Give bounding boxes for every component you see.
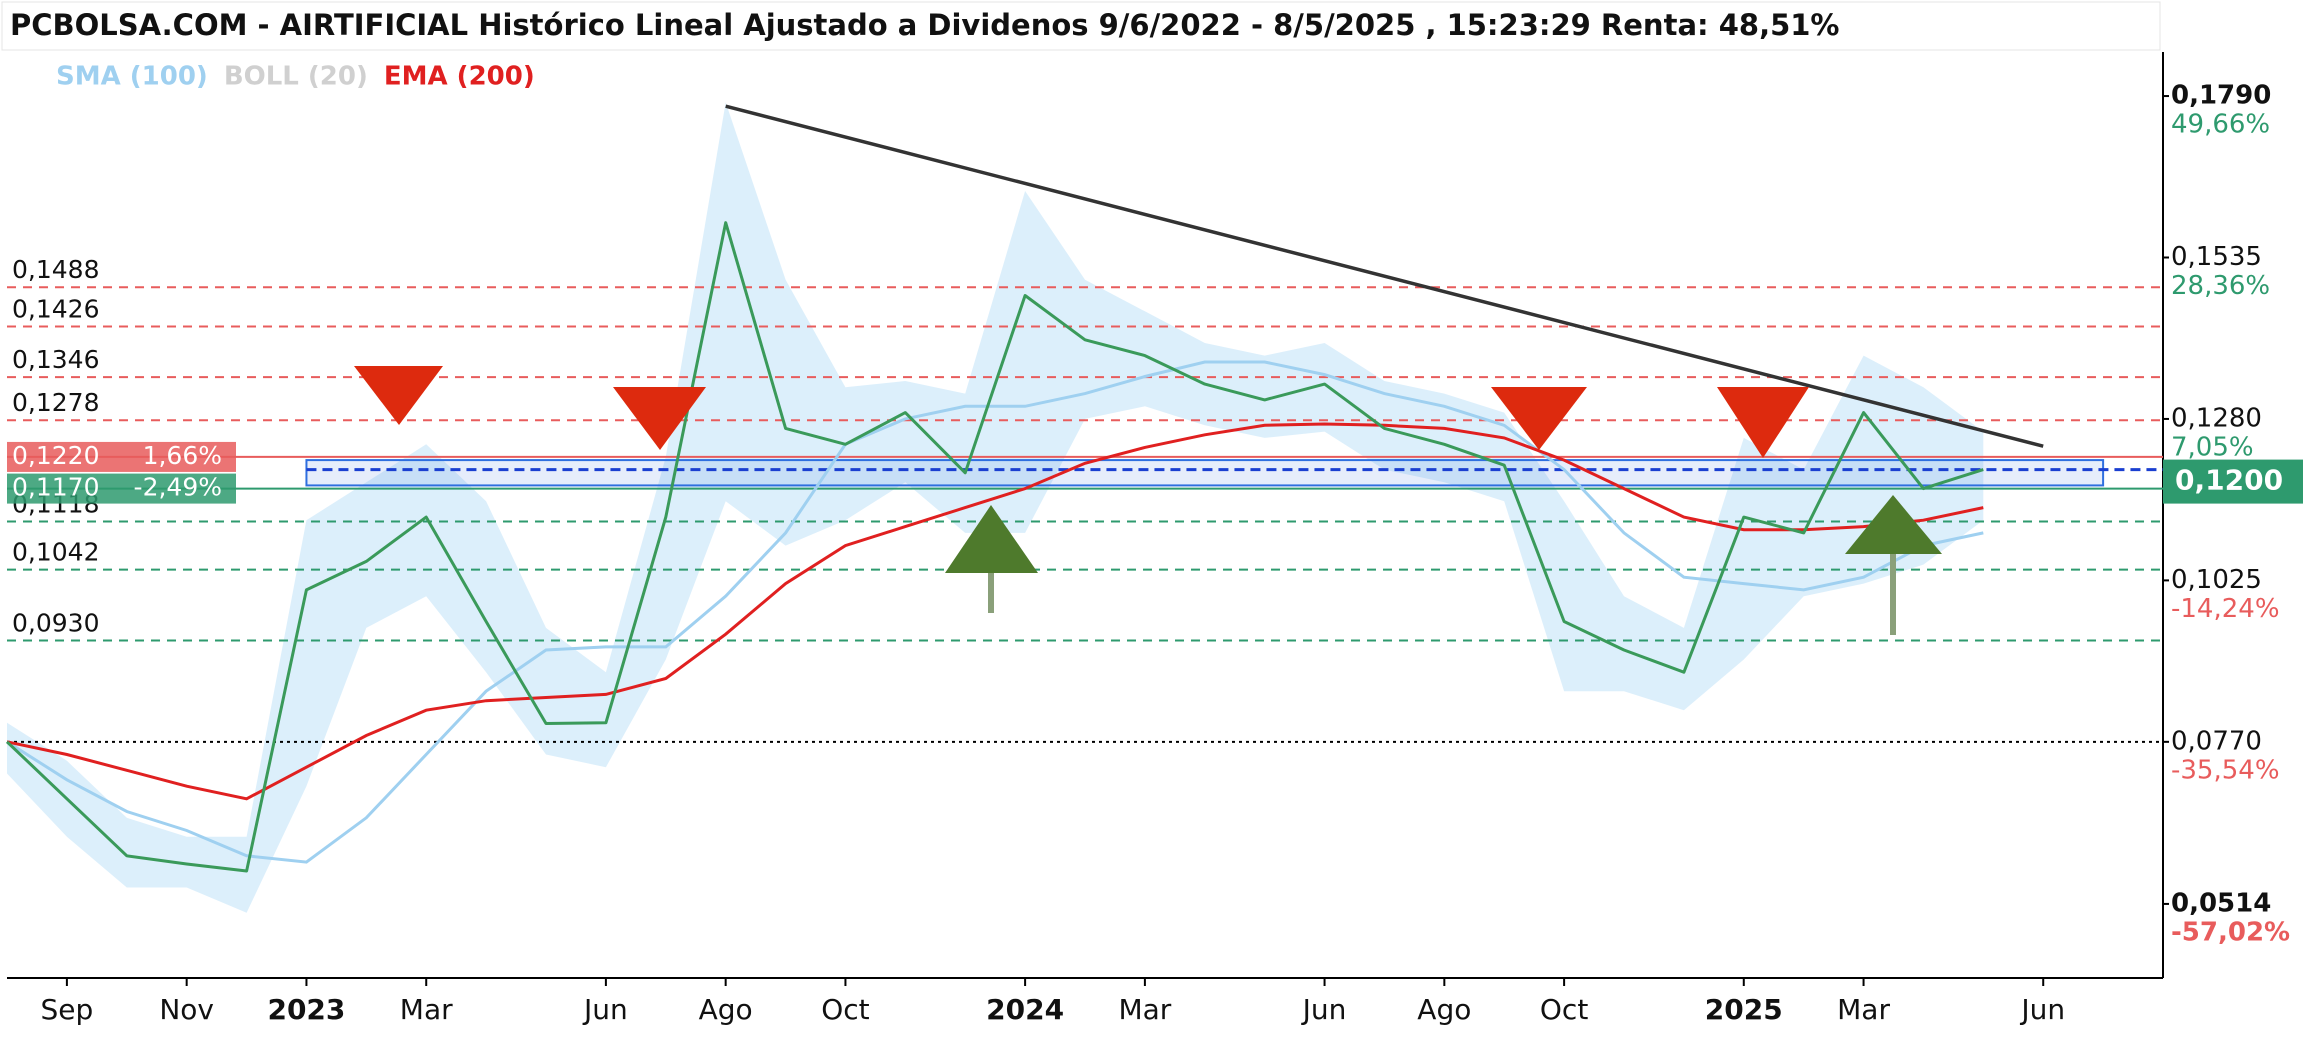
- y-tick-change: 28,36%: [2171, 271, 2270, 301]
- legend-entry: BOLL (20): [224, 62, 368, 92]
- down-arrow: [354, 366, 443, 425]
- y-tick-change: 49,66%: [2171, 110, 2270, 140]
- y-tick-label: 0,1790: [2171, 81, 2271, 111]
- x-tick-label: 2025: [1705, 993, 1783, 1026]
- marked-level-change: -2,49%: [134, 473, 222, 502]
- x-tick-label: Oct: [1540, 993, 1588, 1026]
- marked-level-label: 0,1220: [12, 441, 99, 470]
- trendline: [725, 104, 2044, 448]
- title-bar: [1, 1, 2161, 51]
- x-tick-label: Oct: [821, 993, 869, 1026]
- marked-level-box: [7, 473, 236, 504]
- y-tick-change: 7,05%: [2171, 432, 2254, 462]
- level-label: 0,0930: [12, 609, 99, 638]
- zone: [305, 459, 2105, 487]
- x-tick-label: Jun: [582, 993, 628, 1026]
- y-tick-label: 0,1025: [2171, 565, 2262, 595]
- x-tick-label: Jun: [1301, 993, 1347, 1026]
- x-tick-label: Ago: [1417, 993, 1471, 1026]
- price-line: [5, 221, 1984, 873]
- x-tick-label: Ago: [699, 993, 753, 1026]
- up-arrow: [1845, 495, 1942, 554]
- x-tick-label: Mar: [1837, 993, 1890, 1026]
- y-tick-label: 0,1535: [2171, 242, 2262, 272]
- labels: 0,14880,14260,13460,12780,11180,10420,09…: [7, 62, 2303, 1026]
- x-tick-label: Mar: [400, 993, 453, 1026]
- level-label: 0,1042: [12, 538, 99, 567]
- last-price-label: 0,1200: [2175, 464, 2283, 497]
- arrows: [354, 366, 1942, 635]
- level-label: 0,1488: [12, 255, 99, 284]
- chart-title: PCBOLSA.COM - AIRTIFICIAL Histórico Line…: [10, 8, 1840, 42]
- x-tick-label: Sep: [40, 993, 93, 1026]
- last-price-box: [2163, 459, 2303, 504]
- arrow-stem: [1890, 554, 1896, 635]
- down-arrow: [1491, 387, 1587, 450]
- y-tick-label: 0,0770: [2171, 726, 2262, 756]
- bollinger-band: [7, 102, 1984, 913]
- down-arrow: [1717, 387, 1809, 458]
- marked-level-change: 1,66%: [143, 441, 222, 470]
- level-label: 0,1346: [12, 345, 99, 374]
- legend-entry: SMA (100): [56, 62, 208, 92]
- x-tick-label: 2023: [267, 993, 345, 1026]
- y-tick-change: -35,54%: [2171, 755, 2280, 785]
- level-label: 0,1426: [12, 295, 99, 324]
- y-tick-label: 0,0514: [2171, 888, 2271, 918]
- indicator-line: [6, 360, 1984, 864]
- arrow-stem: [988, 573, 994, 613]
- up-arrow: [945, 505, 1038, 573]
- y-tick-change: -14,24%: [2171, 594, 2280, 624]
- down-arrow: [613, 387, 706, 450]
- plot: [5, 52, 2164, 979]
- level-label: 0,1278: [12, 388, 99, 417]
- y-tick-label: 0,1280: [2171, 403, 2262, 433]
- marked-level-label: 0,1170: [12, 473, 99, 502]
- indicator-line: [6, 422, 1984, 801]
- legend-entry: EMA (200): [384, 62, 535, 92]
- x-tick-label: Mar: [1118, 993, 1171, 1026]
- x-tick-label: 2024: [986, 993, 1064, 1026]
- x-tick-label: Nov: [159, 993, 214, 1026]
- x-tick-label: Jun: [2019, 993, 2065, 1026]
- y-tick-change: -57,02%: [2171, 917, 2290, 947]
- marked-level-box: [7, 441, 236, 472]
